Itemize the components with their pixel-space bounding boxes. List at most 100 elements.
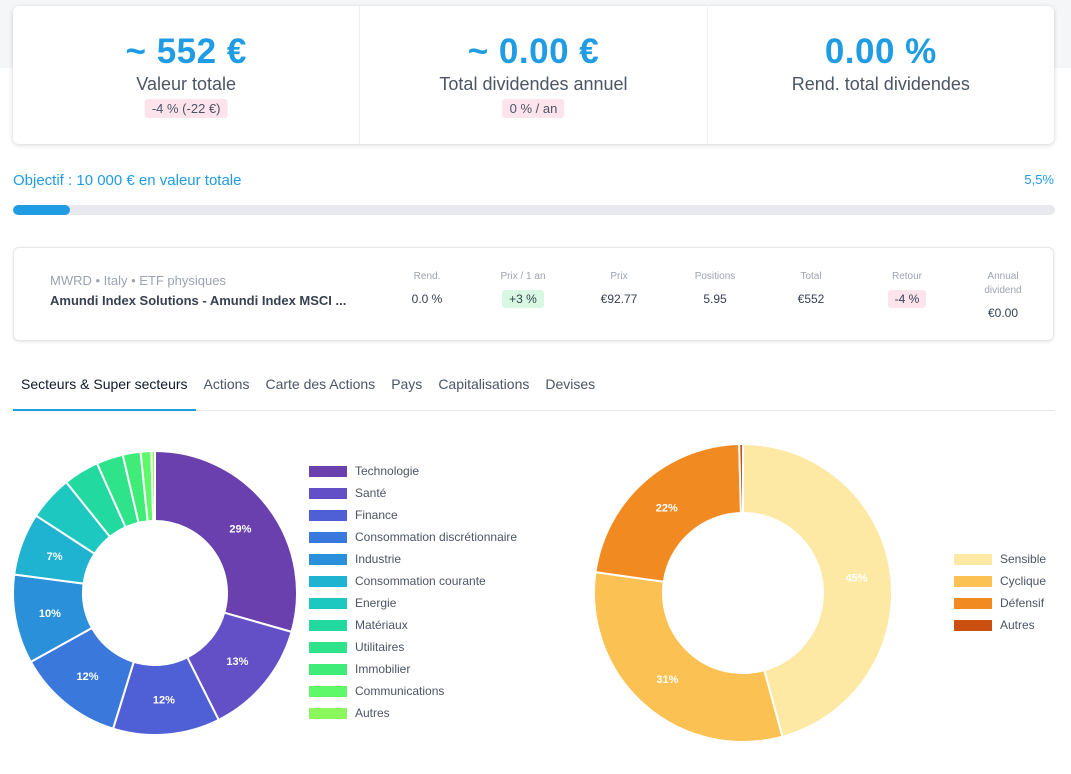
legend-label: Consommation discrétionnaire: [355, 530, 518, 544]
legend-swatch: [309, 619, 347, 631]
slice-autres[interactable]: [150, 449, 156, 523]
holding-row[interactable]: MWRD • Italy • ETF physiques Amundi Inde…: [13, 247, 1054, 341]
legend-label: Finance: [355, 508, 398, 522]
legend-swatch: [309, 487, 347, 499]
legend-item[interactable]: Industrie: [309, 552, 401, 566]
holding-column-value: -4 %: [887, 290, 927, 308]
legend-item[interactable]: Autres: [309, 706, 390, 720]
legend-label: Défensif: [1000, 596, 1045, 610]
legend-swatch: [954, 597, 992, 609]
slice-data-label: 22%: [656, 503, 678, 515]
slice-autres[interactable]: [738, 442, 744, 515]
legend-swatch: [309, 465, 347, 477]
holding-column-value: €552: [797, 292, 825, 306]
legend-label: Autres: [1000, 618, 1035, 632]
stat-dividend-yield: 0.00 % Rend. total dividendes: [706, 6, 1054, 144]
slice-d-fensif[interactable]: [594, 443, 742, 583]
summary-stats-card: ~ 552 € Valeur totale -4 % (-22 €) ~ 0.0…: [13, 6, 1054, 144]
legend-swatch: [309, 685, 347, 697]
slice-data-label: 13%: [226, 656, 248, 668]
legend-label: Autres: [355, 706, 390, 720]
objective-progress-fill: [13, 205, 71, 215]
slice-sensible[interactable]: [742, 442, 893, 738]
legend-item[interactable]: Consommation discrétionnaire: [309, 530, 517, 544]
legend-swatch: [309, 641, 347, 653]
slice-data-label: 12%: [153, 695, 175, 707]
slice-data-label: 7%: [47, 551, 63, 563]
tab-capitalisations[interactable]: Capitalisations: [438, 376, 530, 392]
legend-item[interactable]: Défensif: [954, 596, 1044, 610]
legend-item[interactable]: Matériaux: [309, 618, 408, 632]
tab-actions[interactable]: Actions: [203, 376, 250, 392]
holding-column: Positions 5.95: [670, 270, 760, 308]
holding-column: Retour -4 %: [862, 270, 952, 308]
holding-column-value: +3 %: [502, 290, 544, 308]
tab-bar: Secteurs & Super secteurs Actions Carte …: [13, 365, 1055, 411]
slice-data-label: 29%: [229, 524, 251, 536]
stat-total-value: ~ 552 € Valeur totale -4 % (-22 €): [13, 6, 359, 144]
stat-change-badge: -4 % (-22 €): [144, 99, 228, 118]
legend-item[interactable]: Communications: [309, 684, 444, 698]
legend-item[interactable]: Consommation courante: [309, 574, 486, 588]
legend-swatch: [309, 663, 347, 675]
legend-item[interactable]: Sensible: [954, 552, 1046, 566]
legend-label: Immobilier: [355, 662, 411, 676]
objective-label: Objectif : 10 000 € en valeur totale: [13, 172, 242, 189]
legend-label: Sensible: [1000, 552, 1047, 566]
stat-change-badge: 0 % / an: [502, 99, 565, 118]
holding-column-header: Prix / 1 an: [500, 271, 546, 282]
legend-item[interactable]: Energie: [309, 596, 396, 610]
stat-label: Rend. total dividendes: [791, 74, 970, 94]
legend-item[interactable]: Immobilier: [309, 662, 410, 676]
holding-column-header: Rend.: [413, 271, 441, 282]
slice-data-label: 12%: [77, 671, 99, 683]
slice-data-label: 10%: [39, 608, 61, 620]
holding-column-header: Positions: [694, 271, 736, 282]
stat-value: ~ 552 €: [125, 32, 247, 71]
objective-progress-track: [13, 205, 1055, 215]
holding-column: Total €552: [766, 270, 856, 308]
holding-column-value: €0.00: [987, 306, 1019, 320]
legend-label: Santé: [355, 486, 387, 500]
slice-data-label: 31%: [656, 674, 678, 686]
legend-item[interactable]: Santé: [309, 486, 386, 500]
holding-column-value: 5.95: [703, 292, 727, 306]
stat-annual-dividends: ~ 0.00 € Total dividendes annuel 0 % / a…: [359, 6, 706, 144]
legend-item[interactable]: Utilitaires: [309, 640, 404, 654]
legend-label: Cyclique: [1000, 574, 1047, 588]
holding-name: Amundi Index Solutions - Amundi Index MS…: [50, 293, 347, 308]
sectors-donut-chart: 29% 13% 12% 12% 10% 7%: [12, 449, 298, 736]
holding-column: Prix / 1 an +3 %: [478, 270, 568, 308]
holding-column-value: €92.77: [600, 292, 638, 306]
legend-swatch: [309, 553, 347, 565]
slice-technologie[interactable]: [154, 449, 298, 634]
legend-item[interactable]: Cyclique: [954, 574, 1046, 588]
legend-swatch: [309, 575, 347, 587]
legend-label: Industrie: [355, 552, 402, 566]
legend-label: Utilitaires: [355, 640, 405, 654]
stat-label: Total dividendes annuel: [439, 74, 628, 94]
stat-value: ~ 0.00 €: [467, 32, 600, 71]
super-sectors-donut-chart: 45% 31% 22%: [593, 442, 893, 743]
tab-countries[interactable]: Pays: [391, 376, 423, 392]
holding-column-header: Prix: [610, 271, 628, 282]
sectors-legend: Technologie Santé Finance Consommation disc…: [309, 464, 549, 724]
legend-swatch: [309, 597, 347, 609]
tab-stock-map[interactable]: Carte des Actions: [265, 376, 376, 392]
holding-column-header: Annual dividend: [984, 271, 1022, 296]
stat-value: 0.00 %: [824, 32, 937, 71]
legend-item[interactable]: Finance: [309, 508, 398, 522]
objective-percent: 5,5%: [1024, 172, 1054, 187]
tab-sectors[interactable]: Secteurs & Super secteurs: [13, 365, 196, 411]
tab-currencies[interactable]: Devises: [545, 376, 596, 392]
slice-data-label: 45%: [845, 573, 867, 585]
holding-column: Annual dividend €0.00: [958, 270, 1048, 322]
holding-meta: MWRD • Italy • ETF physiques: [50, 273, 226, 288]
legend-item[interactable]: Autres: [954, 618, 1035, 632]
holding-column-header: Total: [800, 271, 822, 282]
holding-column-value: 0.0 %: [411, 292, 443, 306]
legend-swatch: [954, 619, 992, 631]
slice-cyclique[interactable]: [593, 571, 784, 743]
legend-item[interactable]: Technologie: [309, 464, 419, 478]
holding-column-header: Retour: [891, 271, 922, 282]
